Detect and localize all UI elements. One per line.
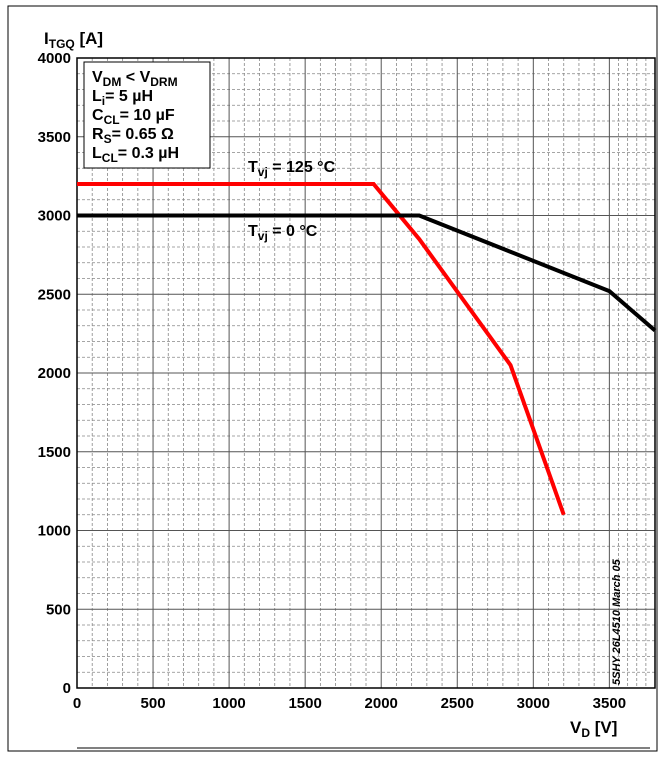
x-tick-label: 0 [73,695,81,712]
subscript: CL [102,151,118,165]
x-tick-label: 1000 [212,695,245,712]
chart: 0 500 1000 1500 2000 2500 3000 3500 0 500 1000 1500… [0,0,665,761]
text-part: = 0 °C [268,223,318,240]
y-tick-label: 3000 [38,208,71,225]
subscript: TGQ [49,37,75,51]
text-part: V [92,69,103,86]
text-part: [V] [590,718,617,737]
text-part: = 10 µF [120,107,175,124]
y-tick-label: 3500 [38,129,71,146]
x-tick-label: 2000 [365,695,398,712]
text-part: C [92,107,104,124]
text-part: T [248,223,258,240]
subscript: DRM [150,75,177,89]
text-part: V [570,718,582,737]
y-tick-label: 2000 [38,365,71,382]
y-tick-label: 1500 [38,444,71,461]
subscript: vj [258,229,268,243]
text-part: L [92,88,102,105]
x-tick-label: 1500 [288,695,321,712]
x-tick-label: 3500 [593,695,626,712]
side-note: 5SHY 26L4510 March 05 [611,558,623,685]
subscript: DM [103,75,122,89]
x-tick-label: 2500 [441,695,474,712]
text-part: R [92,126,104,143]
subscript: vj [258,165,268,179]
text-part: [A] [75,29,103,48]
y-tick-label: 2500 [38,286,71,303]
subscript: CL [104,113,120,127]
text-part: L [92,145,102,162]
text-part: = 5 µH [105,88,153,105]
text-part: < V [121,69,150,86]
subscript: S [104,132,112,146]
x-tick-label: 500 [141,695,166,712]
y-axis-label: ITGQ [A] [44,29,103,51]
x-axis-label: VD [V] [570,718,617,740]
y-tick-label: 4000 [38,50,71,67]
y-tick-label: 1000 [38,523,71,540]
text-part: = 0.3 µH [118,145,179,162]
text-part: = 125 °C [268,159,336,176]
y-tick-label: 500 [46,601,71,618]
x-tick-label: 3000 [517,695,550,712]
text-part: T [248,159,258,176]
y-tick-label: 0 [63,680,71,697]
subscript: D [581,726,590,740]
text-part: = 0.65 Ω [112,126,174,143]
